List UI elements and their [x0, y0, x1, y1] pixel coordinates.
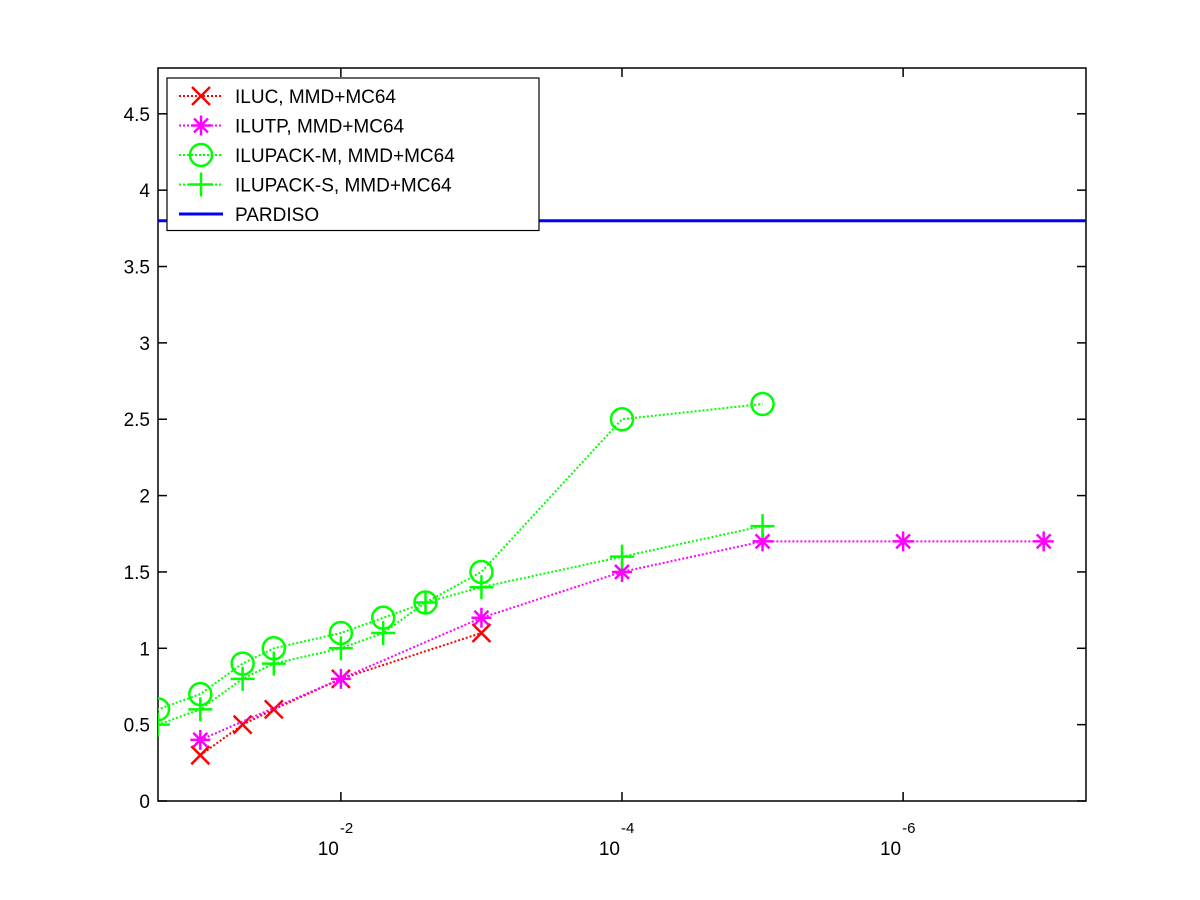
data-point [330, 668, 351, 689]
series-line [199, 632, 482, 757]
marker-stroke [263, 699, 284, 720]
data-point [263, 699, 284, 720]
data-point [750, 514, 775, 539]
y-tick-label: 2.5 [124, 410, 150, 431]
axes: 00.511.522.533.544.510-210-410-6 [124, 67, 1087, 860]
marker-stroke [614, 564, 630, 580]
x-tick-label-base: 10 [318, 839, 339, 860]
data-point [328, 636, 353, 661]
marker-stroke [192, 732, 209, 748]
legend-item: ILUTP, MMD+MC64 [179, 115, 405, 138]
data-point [471, 607, 492, 628]
y-tick-label: 4.5 [124, 105, 150, 126]
marker-stroke [1035, 533, 1052, 550]
data-point [469, 575, 494, 600]
legend-swatch-marker [189, 172, 213, 197]
x-tick-label-exponent: -6 [902, 820, 915, 837]
y-tick-label: 3.5 [124, 258, 150, 279]
marker-stroke [193, 117, 209, 134]
legend-label: ILUTP, MMD+MC64 [235, 117, 405, 138]
legend-item: ILUPACK-S, MMD+MC64 [179, 172, 452, 197]
data-point [609, 406, 635, 432]
marker-stroke [191, 86, 211, 106]
y-tick-label: 0 [139, 792, 150, 813]
legend-item: ILUPACK-M, MMD+MC64 [179, 142, 455, 168]
legend: ILUC, MMD+MC64 ILUTP, MMD+MC64 ILUPACK-M, … [166, 77, 540, 232]
data-point [190, 745, 211, 766]
y-tick-label: 2 [139, 487, 150, 508]
y-tick-label: 3 [139, 334, 150, 355]
data-point [610, 544, 634, 569]
x-tick-label-base: 10 [599, 839, 620, 860]
legend-label: ILUPACK-M, MMD+MC64 [235, 146, 455, 167]
data-point [188, 697, 213, 722]
y-tick-label: 0.5 [124, 716, 150, 737]
series-ilupack-s-mmd-mc64 [158, 514, 775, 737]
legend-item: PARDISO [179, 205, 319, 226]
series-line [158, 403, 763, 711]
series-ilupack-m-mmd-mc64 [158, 391, 775, 722]
x-tick-label-base: 10 [880, 839, 901, 860]
marker-stroke [473, 609, 490, 626]
y-tick-label: 1.5 [124, 563, 150, 584]
legend-swatch-marker [191, 86, 211, 106]
data-point [750, 391, 775, 417]
legend-label: ILUC, MMD+MC64 [235, 87, 396, 108]
legend-label: PARDISO [235, 205, 319, 226]
data-point [1033, 531, 1054, 552]
legend-swatch-marker [188, 142, 214, 168]
data-point [230, 666, 255, 691]
x-tick-label-exponent: -4 [621, 820, 634, 837]
x-tick-label-exponent: -2 [340, 820, 353, 837]
data-point [413, 590, 438, 615]
data-point [612, 561, 632, 582]
legend-swatch-marker [191, 115, 211, 136]
legend-box [166, 77, 540, 232]
data-point [471, 623, 492, 643]
legend-label: ILUPACK-S, MMD+MC64 [235, 176, 452, 197]
data-point [190, 729, 211, 750]
marker-stroke [332, 670, 349, 687]
marker-stroke [895, 533, 912, 550]
marker-stroke [471, 623, 492, 643]
data-point [261, 651, 286, 676]
data-point [158, 712, 170, 737]
data-point [158, 697, 171, 722]
series-ilutp-mmd-mc64 [190, 531, 1054, 750]
marker-stroke [190, 745, 211, 766]
legend-item: ILUC, MMD+MC64 [179, 86, 396, 108]
data-point [893, 531, 914, 552]
marker-stroke [754, 533, 771, 550]
data-point [371, 621, 396, 646]
y-tick-label: 1 [139, 639, 150, 660]
y-tick-label: 4 [139, 181, 150, 202]
